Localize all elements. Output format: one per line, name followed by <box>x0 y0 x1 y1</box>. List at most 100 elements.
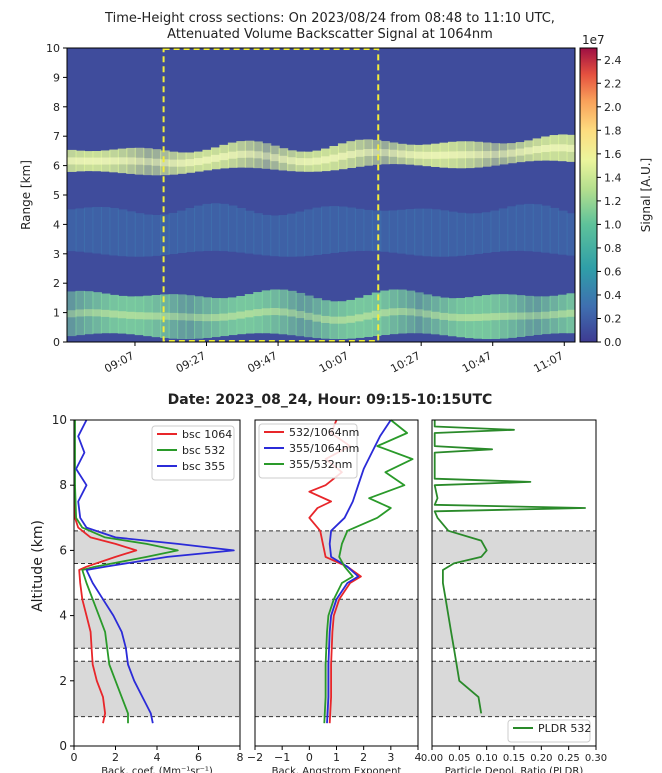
layer-core <box>337 152 348 160</box>
layer-cell <box>481 212 492 253</box>
layer-core <box>329 154 340 162</box>
layer-core <box>507 312 517 320</box>
x-tick-label: 09:27 <box>174 349 208 375</box>
alt-tick-label: 0 <box>59 739 67 753</box>
shaded-band <box>255 661 418 717</box>
panel-xlabel: Back. Angstrom Exponent <box>272 766 402 773</box>
layer-cell <box>329 206 340 253</box>
x-tick-label: 0.00 <box>421 753 443 764</box>
layer-core <box>109 310 119 318</box>
colorbar-exponent: 1e7 <box>582 33 605 47</box>
colorbar-tick-label: 0.8 <box>604 242 622 255</box>
layer-cell <box>431 209 441 257</box>
shaded-band <box>74 599 240 649</box>
layer-core <box>354 314 365 322</box>
layer-cell <box>177 210 187 254</box>
layer-cell <box>143 214 153 257</box>
layer-core <box>67 157 77 165</box>
layer-core <box>202 156 213 164</box>
layer-core <box>185 313 196 321</box>
colorbar-tick-label: 0.6 <box>604 265 622 278</box>
layer-cell <box>397 209 407 254</box>
layer-core <box>185 159 196 167</box>
layer-cell <box>151 214 162 256</box>
series-line-355-1064nm <box>326 419 392 724</box>
layer-cell <box>270 215 280 257</box>
layer-cell <box>448 211 458 257</box>
layer-core <box>481 313 492 321</box>
x-tick-label: 0 <box>71 751 78 764</box>
layer-core <box>177 313 187 321</box>
legend-label: 532/1064nm <box>289 426 359 439</box>
layer-cell <box>337 206 348 253</box>
layer-core <box>507 149 517 157</box>
profile-panel-0: 0 2 4 6 8 Back. coef. (Mm⁻¹sr⁻¹) bsc 1064 bsc 5… <box>71 419 244 773</box>
colorbar-tick-label: 0.0 <box>604 336 622 349</box>
x-tick-label: 10:07 <box>317 349 351 375</box>
y-tick-label: 2 <box>53 277 60 290</box>
layer-2 <box>67 203 575 257</box>
layer-cell <box>388 210 399 253</box>
colorbar-tick-label: 1.8 <box>604 124 622 137</box>
x-tick-label: 09:07 <box>102 349 136 375</box>
layer-core <box>67 310 77 318</box>
layer-core <box>194 313 204 321</box>
colorbar-ticks: 0.0 0.2 0.4 0.6 0.8 1.0 1.2 1.4 1.6 1.8 2.0 2.2 2.4 <box>597 54 622 349</box>
layer-core <box>524 312 534 320</box>
layer-core <box>236 150 246 158</box>
layer-core <box>498 150 509 158</box>
x-tick-label: 0.10 <box>476 753 498 764</box>
layer-core <box>227 151 238 159</box>
layer-core <box>388 308 399 316</box>
layer-core <box>100 309 111 317</box>
colorbar-tick-label: 2.2 <box>604 77 622 90</box>
profiles-suptitle: Date: 2023_08_24, Hour: 09:15-10:15UTC <box>168 392 493 408</box>
legend-label: bsc 355 <box>182 460 225 473</box>
y-tick-label: 10 <box>46 42 60 55</box>
layer-cell <box>405 209 416 255</box>
layer-cell <box>278 215 289 257</box>
x-tick-label: 6 <box>195 751 202 764</box>
layer-core <box>143 312 153 320</box>
heatmap-title: Time-Height cross sections: On 2023/08/2… <box>104 11 555 26</box>
layer-core <box>431 151 441 159</box>
layer-core <box>117 311 128 319</box>
x-tick-label: 4 <box>415 751 422 764</box>
alt-tick-label: 8 <box>59 478 67 492</box>
layer-core <box>75 157 86 165</box>
layer-core <box>304 312 314 320</box>
heatmap-x-axis: 09:07 09:27 09:47 10:07 10:27 10:47 11:07 <box>102 342 566 376</box>
shaded-band <box>74 661 240 717</box>
layer-core <box>210 314 221 322</box>
x-tick-label: 4 <box>154 751 161 764</box>
layer-core <box>287 309 297 317</box>
layer-core <box>363 149 373 157</box>
layer-core <box>278 308 289 316</box>
layer-core <box>380 309 390 317</box>
layer-core <box>126 157 136 165</box>
layer-core <box>549 144 560 152</box>
layer-core <box>287 157 297 165</box>
layer-core <box>83 157 94 165</box>
layer-core <box>160 159 170 167</box>
layer-cell <box>473 213 483 254</box>
layer-cell <box>566 213 575 256</box>
layer-cell <box>439 210 450 257</box>
layer-cell <box>194 205 204 252</box>
layer-core <box>405 151 416 159</box>
layer-cell <box>126 211 136 257</box>
layer-cell <box>532 204 543 252</box>
layer-cell <box>134 213 145 257</box>
layer-core <box>532 146 543 154</box>
layer-cell <box>346 207 356 252</box>
layer-core <box>92 157 102 165</box>
layer-cell <box>524 295 534 336</box>
alt-tick-label: 10 <box>52 413 67 427</box>
legend: 532/1064nm 355/1064nm 355/532nm <box>258 423 359 479</box>
colorbar-tick-label: 2.4 <box>604 54 622 67</box>
layer-core <box>312 157 323 165</box>
layer-cell <box>541 205 551 253</box>
y-tick-label: 8 <box>53 101 60 114</box>
